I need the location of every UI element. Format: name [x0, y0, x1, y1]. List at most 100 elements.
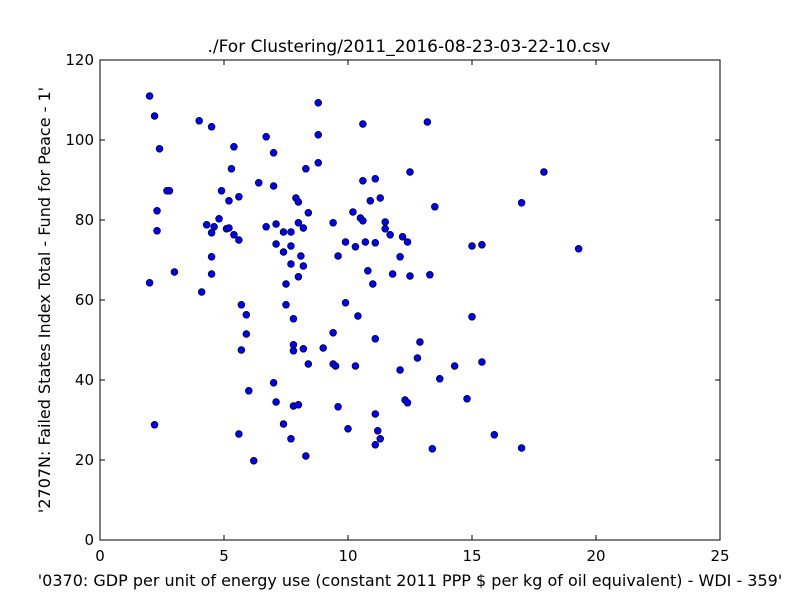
data-point: [359, 177, 367, 185]
data-point: [314, 131, 322, 139]
x-axis-label: '0370: GDP per unit of energy use (const…: [38, 571, 782, 590]
data-point: [294, 219, 303, 227]
data-point: [289, 347, 298, 355]
data-point: [282, 280, 290, 288]
data-point: [217, 187, 226, 195]
data-point: [406, 168, 414, 176]
data-point: [269, 182, 278, 190]
data-point: [371, 239, 380, 247]
data-point: [202, 221, 211, 229]
data-point: [235, 193, 243, 201]
data-point: [314, 99, 322, 107]
data-point: [235, 236, 243, 244]
data-point: [381, 218, 389, 226]
data-point: [250, 457, 258, 465]
y-tick-label: 0: [84, 531, 94, 549]
data-point: [304, 209, 313, 217]
data-point: [381, 225, 389, 233]
data-point: [279, 228, 288, 236]
data-point: [153, 207, 161, 215]
data-point: [361, 238, 370, 246]
data-point: [371, 441, 380, 449]
data-point: [269, 149, 278, 157]
data-point: [341, 238, 350, 246]
data-point: [299, 345, 308, 353]
data-point: [426, 271, 434, 279]
y-axis-label: '2707N: Failed States Index Total - Fund…: [35, 87, 54, 513]
data-point: [302, 165, 310, 173]
y-tick-label: 100: [65, 131, 94, 149]
data-point: [540, 168, 548, 176]
data-point: [207, 253, 216, 261]
data-point: [299, 224, 308, 232]
data-point: [450, 362, 459, 370]
data-point: [359, 120, 367, 128]
data-point: [403, 399, 412, 407]
data-point: [428, 445, 437, 453]
data-point: [329, 329, 337, 337]
data-point: [272, 240, 280, 248]
data-point: [359, 217, 367, 225]
data-point: [230, 231, 238, 239]
data-point: [242, 311, 251, 319]
x-tick-label: 15: [462, 547, 481, 565]
data-point: [302, 452, 310, 460]
x-tick-label: 0: [95, 547, 105, 565]
data-point: [334, 403, 342, 411]
data-point: [225, 197, 233, 205]
data-point: [207, 123, 216, 131]
data-point: [396, 253, 404, 261]
data-point: [242, 330, 251, 338]
data-point: [165, 187, 174, 195]
data-point: [403, 238, 412, 246]
data-point: [245, 387, 253, 395]
data-point: [294, 273, 303, 281]
data-point: [376, 435, 384, 443]
data-point: [287, 228, 295, 236]
data-point: [150, 421, 159, 429]
data-point: [490, 431, 499, 439]
x-tick-label: 10: [338, 547, 357, 565]
data-point: [299, 262, 308, 270]
data-point: [227, 165, 236, 173]
x-tick-label: 5: [219, 547, 229, 565]
chart-title: ./For Clustering/2011_2016-08-23-03-22-1…: [208, 37, 611, 57]
data-point: [282, 301, 290, 309]
data-point: [351, 243, 360, 251]
data-point: [468, 242, 476, 250]
data-point: [150, 112, 159, 120]
data-point: [349, 208, 357, 216]
data-point: [287, 260, 295, 268]
y-axis-ticks: 0 20 40 60 80 100 120: [65, 51, 720, 549]
data-points: [145, 92, 583, 465]
data-point: [371, 410, 380, 418]
x-tick-label: 20: [586, 547, 605, 565]
data-point: [431, 203, 439, 211]
data-point: [436, 375, 444, 383]
data-point: [371, 335, 380, 343]
data-point: [170, 268, 179, 276]
data-point: [254, 179, 263, 187]
data-point: [468, 313, 476, 321]
data-point: [319, 344, 327, 352]
data-point: [287, 242, 295, 250]
data-point: [371, 175, 380, 183]
data-point: [287, 435, 295, 443]
data-point: [398, 233, 407, 241]
data-point: [279, 248, 288, 256]
data-point: [334, 252, 342, 260]
data-point: [413, 354, 422, 362]
data-point: [364, 267, 372, 275]
data-point: [341, 299, 350, 307]
x-axis-ticks: 0 5 10 15 20 25: [95, 60, 730, 565]
data-point: [225, 224, 233, 232]
data-point: [406, 272, 414, 280]
data-point: [294, 198, 303, 206]
data-point: [376, 194, 384, 202]
plot-frame: [99, 59, 721, 541]
data-point: [237, 346, 246, 354]
data-point: [331, 362, 340, 370]
data-point: [197, 288, 206, 296]
y-tick-label: 120: [65, 51, 94, 69]
